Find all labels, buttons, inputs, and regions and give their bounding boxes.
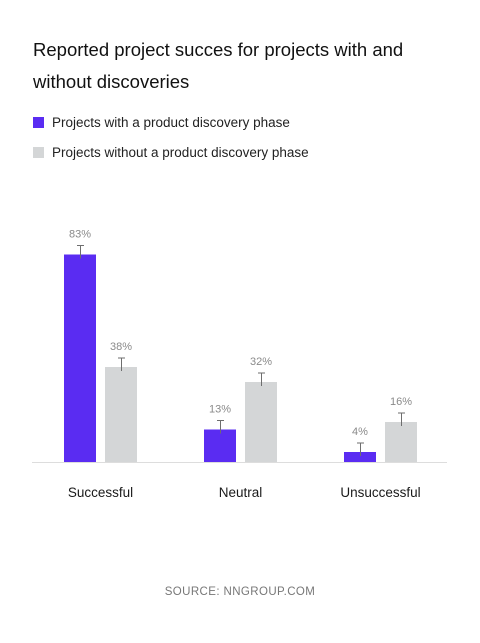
legend-label-without-discovery: Projects without a product discovery pha… <box>52 144 309 160</box>
legend: Projects with a product discovery phase … <box>33 107 309 167</box>
legend-swatch-with-discovery <box>33 116 44 128</box>
source-note: SOURCE: NNGROUP.COM <box>164 586 316 598</box>
bar-neutral-without <box>245 382 277 462</box>
category-label-successful: Successful <box>68 485 133 500</box>
bar-unsuccessful-with <box>344 452 376 462</box>
legend-item-without-discovery: Projects without a product discovery pha… <box>33 137 309 167</box>
data-label-successful-with: 83% <box>69 229 91 241</box>
data-label-neutral-without: 32% <box>250 356 272 368</box>
category-label-unsuccessful: Unsuccessful <box>340 485 420 500</box>
data-label-successful-without: 38% <box>110 341 132 353</box>
data-label-unsuccessful-with: 4% <box>352 426 368 438</box>
category-label-neutral: Neutral <box>219 485 263 500</box>
data-label-neutral-with: 13% <box>209 404 231 416</box>
legend-swatch-without-discovery <box>33 146 44 158</box>
data-label-unsuccessful-without: 16% <box>390 396 412 408</box>
chart-title: Reported project succes for projects wit… <box>33 39 404 92</box>
bar-neutral-with <box>204 429 236 462</box>
bar-successful-with <box>64 254 96 462</box>
bar-unsuccessful-without <box>385 422 417 462</box>
legend-label-with-discovery: Projects with a product discovery phase <box>52 114 290 130</box>
bar-successful-without <box>105 367 137 462</box>
legend-item-with-discovery: Projects with a product discovery phase <box>33 107 309 137</box>
